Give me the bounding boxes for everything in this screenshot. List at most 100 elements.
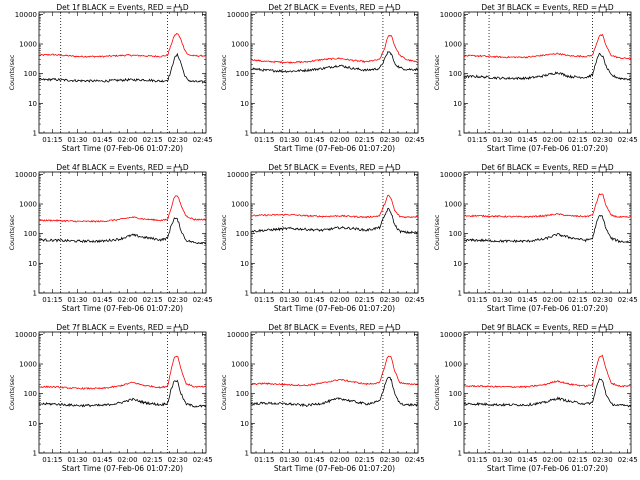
x-tick-label: 02:30 — [168, 296, 188, 304]
series-line-lld — [464, 33, 632, 60]
y-axis-label: Counts/sec — [433, 54, 441, 90]
marker-box — [173, 166, 182, 173]
y-axis-label: Counts/sec — [433, 214, 441, 250]
y-tick-label: 10000 — [227, 11, 249, 19]
y-tick-label: 1000 — [19, 41, 37, 49]
series-line-events — [38, 379, 207, 408]
marker-box — [385, 6, 394, 13]
series-line-events — [463, 215, 632, 244]
y-tick-label: 1000 — [231, 41, 249, 49]
x-tick-label: 01:30 — [67, 136, 87, 144]
marker-box — [173, 6, 182, 13]
x-tick-label: 01:45 — [517, 136, 537, 144]
series-line-events — [463, 378, 632, 408]
x-tick-label: 02:45 — [193, 296, 213, 304]
marker-box — [598, 166, 607, 173]
y-tick-label: 1 — [245, 290, 249, 298]
x-tick-label: 02:30 — [168, 456, 188, 464]
chart-title: Det 9f BLACK = Events, RED = LLD — [481, 323, 614, 332]
series-line-lld — [463, 354, 631, 389]
x-tick-label: 02:15 — [567, 296, 587, 304]
x-tick-label: 02:15 — [567, 456, 587, 464]
y-tick-label: 10 — [240, 420, 249, 428]
plot-frame — [463, 11, 632, 134]
x-axis-label: Start Time (07-Feb-06 01:07:20) — [62, 304, 183, 313]
marker-box — [598, 326, 607, 333]
y-tick-label: 100 — [236, 70, 249, 78]
y-tick-label: 100 — [449, 390, 462, 398]
y-axis-label: Counts/sec — [8, 214, 16, 250]
x-tick-label: 02:45 — [193, 136, 213, 144]
chart-title: Det 2f BLACK = Events, RED = LLD — [268, 3, 401, 12]
x-tick-label: 01:45 — [304, 296, 324, 304]
y-tick-label: 1000 — [19, 361, 37, 369]
panel-1: Det 1f BLACK = Events, RED = LLD 1 10 100 10… — [8, 3, 213, 153]
chart-title: Det 4f BLACK = Events, RED = LLD — [56, 163, 189, 172]
x-tick-label: 02:45 — [618, 456, 638, 464]
x-tick-label: 01:30 — [279, 456, 299, 464]
x-tick-label: 02:45 — [405, 456, 425, 464]
y-tick-label: 10000 — [15, 11, 37, 19]
y-tick-label: 1 — [458, 450, 462, 458]
plot-frame — [38, 331, 207, 454]
x-tick-label: 01:15 — [42, 296, 62, 304]
plot-frame — [38, 171, 207, 294]
y-tick-label: 10000 — [227, 331, 249, 339]
y-tick-label: 1000 — [444, 361, 462, 369]
x-tick-label: 01:15 — [42, 136, 62, 144]
x-tick-label: 02:15 — [354, 456, 374, 464]
x-tick-label: 02:00 — [542, 296, 562, 304]
panel-9: Det 9f BLACK = Events, RED = LLD 1 10 100 10… — [433, 323, 638, 473]
series-line-events — [250, 376, 418, 408]
series-line-events — [38, 52, 206, 84]
y-tick-label: 10000 — [440, 11, 462, 19]
y-tick-label: 10 — [28, 100, 37, 108]
series-line-events — [250, 51, 419, 73]
marker-box — [385, 326, 394, 333]
chart-title: Det 8f BLACK = Events, RED = LLD — [268, 323, 401, 332]
y-tick-label: 1000 — [444, 41, 462, 49]
y-tick-label: 1 — [245, 450, 249, 458]
y-tick-label: 10000 — [15, 171, 37, 179]
x-tick-label: 02:30 — [380, 456, 400, 464]
y-tick-label: 10 — [28, 260, 37, 268]
x-tick-label: 02:00 — [117, 136, 137, 144]
y-tick-label: 10 — [240, 260, 249, 268]
x-tick-label: 01:45 — [92, 296, 112, 304]
x-tick-label: 01:45 — [517, 296, 537, 304]
x-tick-label: 02:15 — [142, 456, 162, 464]
x-tick-label: 01:45 — [517, 456, 537, 464]
x-axis-label: Start Time (07-Feb-06 01:07:20) — [274, 304, 395, 313]
series-line-events — [38, 217, 207, 245]
chart-title: Det 7f BLACK = Events, RED = LLD — [56, 323, 189, 332]
x-tick-label: 01:30 — [279, 296, 299, 304]
panel-7: Det 7f BLACK = Events, RED = LLD 1 10 100 10… — [8, 323, 213, 473]
y-tick-label: 1 — [245, 130, 249, 138]
marker-box — [385, 166, 394, 173]
series-line-lld — [250, 194, 418, 219]
x-tick-label: 02:15 — [567, 136, 587, 144]
series-line-lld — [250, 355, 419, 387]
x-tick-label: 01:45 — [92, 136, 112, 144]
x-tick-label: 01:15 — [467, 136, 487, 144]
y-tick-label: 100 — [24, 230, 37, 238]
chart-title: Det 5f BLACK = Events, RED = LLD — [268, 163, 401, 172]
y-tick-label: 10000 — [440, 171, 462, 179]
y-tick-label: 1 — [458, 130, 462, 138]
series-line-events — [463, 52, 632, 81]
y-tick-label: 100 — [24, 70, 37, 78]
plot-frame — [250, 11, 419, 134]
x-tick-label: 01:30 — [492, 136, 512, 144]
x-tick-label: 02:30 — [593, 456, 613, 464]
x-tick-label: 02:15 — [142, 136, 162, 144]
panel-5: Det 5f BLACK = Events, RED = LLD 1 10 100 10… — [220, 163, 425, 313]
x-tick-label: 01:15 — [254, 456, 274, 464]
x-tick-label: 01:15 — [467, 296, 487, 304]
x-tick-label: 01:30 — [492, 456, 512, 464]
y-axis-label: Counts/sec — [220, 374, 228, 410]
x-tick-label: 02:45 — [618, 136, 638, 144]
x-tick-label: 01:30 — [67, 456, 87, 464]
y-tick-label: 1000 — [231, 201, 249, 209]
